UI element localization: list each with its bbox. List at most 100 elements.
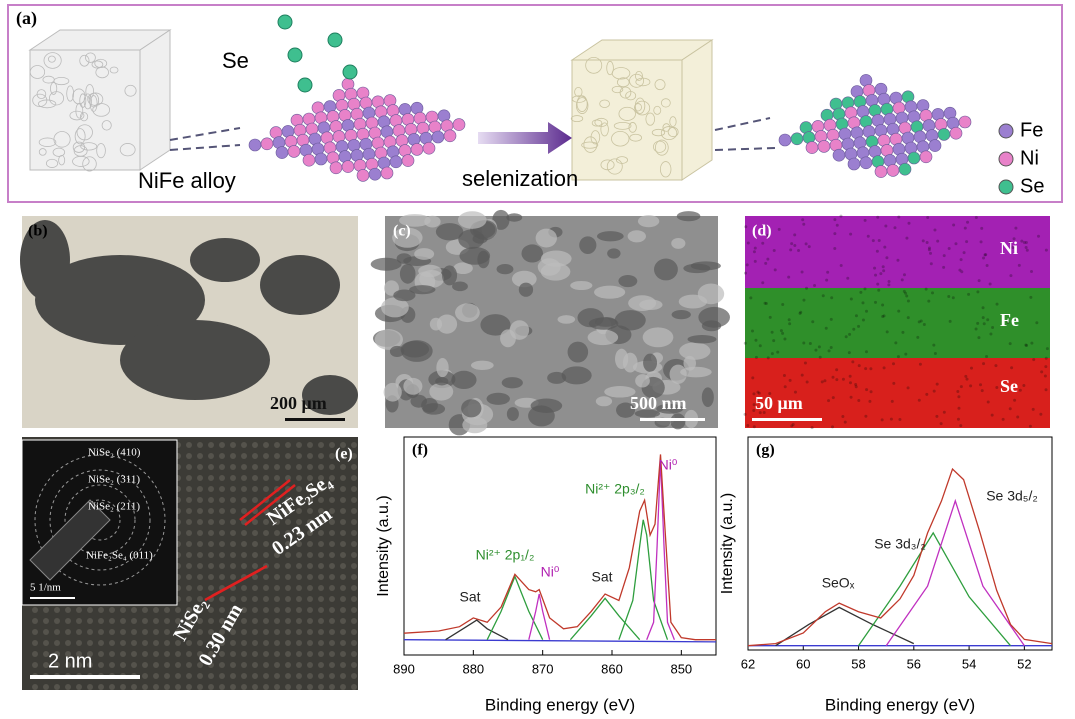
atom <box>817 140 831 153</box>
lattice-dot <box>32 662 38 668</box>
lattice-dot <box>340 596 346 602</box>
speckle <box>843 420 847 424</box>
speckle <box>854 314 858 318</box>
lattice-dot <box>175 673 181 679</box>
grain <box>614 310 646 331</box>
lattice-dot <box>307 552 313 558</box>
grain <box>436 314 458 334</box>
plot-frame <box>747 436 1053 651</box>
speckle <box>876 215 880 219</box>
lattice-dot <box>186 684 192 690</box>
grain <box>374 329 403 350</box>
lattice-dot <box>329 519 335 525</box>
grain <box>687 335 717 344</box>
lattice-dot <box>351 640 357 646</box>
speckle <box>919 319 923 323</box>
x-tick-label: 58 <box>851 656 865 671</box>
speckle <box>847 351 851 355</box>
atom <box>431 130 445 144</box>
lattice-dot <box>197 541 203 547</box>
lattice-dot <box>296 618 302 624</box>
pore <box>634 103 642 112</box>
lattice-dot <box>230 684 236 690</box>
speckle <box>986 400 990 404</box>
pore <box>35 255 205 345</box>
speckle <box>864 414 868 418</box>
speckle <box>770 352 774 356</box>
pore <box>95 66 109 79</box>
speckle <box>868 399 872 403</box>
grain <box>670 413 686 430</box>
lattice-dot <box>274 442 280 448</box>
grain <box>409 285 436 295</box>
lattice-dot <box>197 453 203 459</box>
lattice-dot <box>296 453 302 459</box>
lattice-dot <box>120 684 126 690</box>
lattice-dot <box>241 673 247 679</box>
speckle <box>990 413 994 417</box>
lattice-dot <box>230 453 236 459</box>
lattice-dot <box>186 519 192 525</box>
speckle <box>800 270 804 274</box>
speckle <box>743 271 747 275</box>
speckle <box>874 300 878 304</box>
lattice-dot <box>43 629 49 635</box>
lattice-dot <box>318 497 324 503</box>
speckle <box>965 240 969 244</box>
grain <box>680 366 712 378</box>
lattice-dot <box>142 629 148 635</box>
atom <box>452 118 466 131</box>
pore <box>52 147 66 157</box>
speckle <box>1001 417 1005 421</box>
lattice-dot <box>219 640 225 646</box>
speckle <box>776 350 780 354</box>
lattice-dot <box>230 508 236 514</box>
ring-label: NiSe₂ (211) <box>88 501 140 513</box>
speckle <box>981 316 985 320</box>
speckle <box>979 383 983 387</box>
lattice-dot <box>296 684 302 690</box>
speckle <box>863 287 867 291</box>
speckle <box>844 335 848 339</box>
pore <box>43 52 62 69</box>
speckle <box>994 364 998 368</box>
speckle <box>935 414 939 418</box>
pore <box>83 93 92 110</box>
speckle <box>991 325 995 329</box>
speckle <box>770 330 774 334</box>
lattice-dot <box>351 662 357 668</box>
lattice-dot <box>131 684 137 690</box>
speckle <box>893 226 897 230</box>
speckle <box>773 268 777 272</box>
grain <box>486 392 510 405</box>
lattice-dot <box>285 530 291 536</box>
speckle <box>1013 398 1017 402</box>
pore <box>82 156 97 172</box>
se-atom <box>327 32 343 48</box>
lattice-dot <box>208 552 214 558</box>
grain <box>461 399 482 418</box>
speckle <box>1006 320 1010 324</box>
lattice-dot <box>263 607 269 613</box>
lattice-dot <box>252 618 258 624</box>
speckle <box>956 417 960 421</box>
speckle <box>831 425 835 429</box>
lattice-dot <box>329 596 335 602</box>
lattice-dot <box>318 651 324 657</box>
lattice-dot <box>318 464 324 470</box>
lattice-dot <box>241 662 247 668</box>
lattice-dot <box>87 618 93 624</box>
grain <box>435 377 449 386</box>
lattice-dot <box>219 662 225 668</box>
atom <box>260 137 274 151</box>
lattice-dot <box>186 651 192 657</box>
lattice-dot <box>241 486 247 492</box>
lattice-dot <box>43 618 49 624</box>
lattice-dot <box>307 673 313 679</box>
lattice-dot <box>307 574 313 580</box>
lattice-dot <box>263 651 269 657</box>
pore <box>653 105 662 115</box>
pore <box>96 143 106 159</box>
grain <box>540 262 571 281</box>
speckle <box>879 272 883 276</box>
